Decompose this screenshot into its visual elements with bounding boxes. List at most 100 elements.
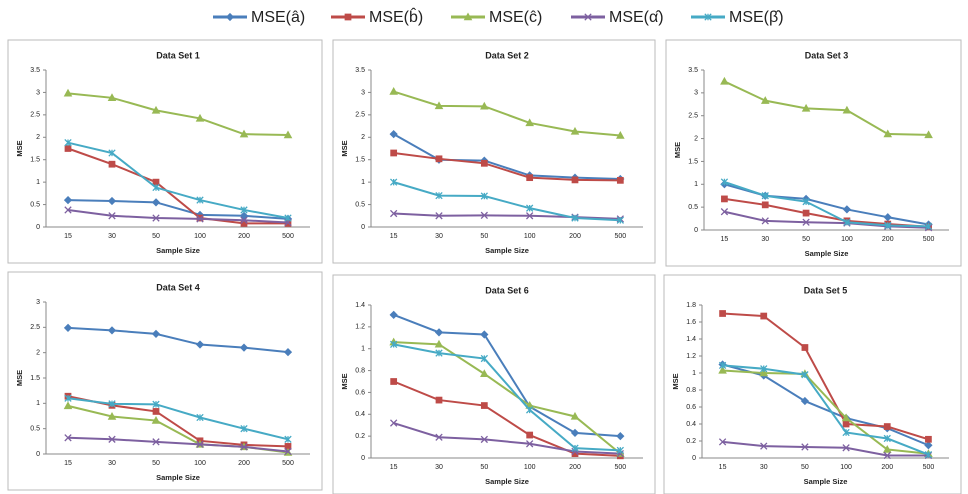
y-tick-label: 1.8 bbox=[686, 302, 696, 309]
x-tick-label: 50 bbox=[802, 236, 810, 243]
y-tick-label: 0.5 bbox=[30, 426, 40, 433]
x-tick-label: 30 bbox=[435, 464, 443, 471]
y-tick-label: 0.4 bbox=[686, 421, 696, 428]
y-tick-label: 2 bbox=[36, 350, 40, 357]
x-axis-label: Sample Size bbox=[156, 473, 200, 482]
point bbox=[152, 178, 160, 186]
series-line bbox=[67, 326, 289, 354]
point bbox=[802, 218, 810, 226]
point bbox=[571, 176, 579, 184]
x-tick-label: 500 bbox=[923, 464, 935, 471]
point bbox=[196, 440, 204, 449]
chart-title: Data Set 4 bbox=[156, 282, 200, 292]
y-tick-label: 1.4 bbox=[686, 336, 696, 343]
point bbox=[526, 406, 534, 414]
point bbox=[64, 434, 72, 442]
point bbox=[480, 211, 488, 219]
point bbox=[480, 159, 488, 167]
point bbox=[924, 441, 933, 450]
point bbox=[801, 103, 811, 112]
x-axis-label: Sample Size bbox=[485, 477, 529, 486]
y-tick-label: 3 bbox=[36, 89, 40, 96]
point bbox=[883, 451, 891, 460]
series-line bbox=[393, 313, 621, 438]
y-tick-label: 0.2 bbox=[686, 438, 696, 445]
point bbox=[108, 149, 116, 157]
x-tick-label: 100 bbox=[841, 236, 853, 243]
point bbox=[434, 339, 444, 348]
point bbox=[284, 214, 292, 222]
y-axis-label: MSE bbox=[15, 370, 24, 386]
x-tick-label: 50 bbox=[152, 460, 160, 467]
x-tick-label: 100 bbox=[194, 233, 206, 240]
point bbox=[616, 432, 625, 441]
series-line bbox=[722, 363, 929, 447]
point bbox=[107, 196, 117, 206]
point bbox=[283, 130, 293, 139]
point bbox=[760, 442, 768, 450]
point bbox=[480, 354, 488, 363]
point bbox=[152, 214, 160, 222]
x-tick-label: 15 bbox=[64, 233, 72, 240]
series-line bbox=[393, 380, 621, 457]
legend-marker bbox=[344, 13, 352, 21]
point bbox=[196, 196, 204, 204]
y-tick-label: 1.5 bbox=[688, 158, 698, 165]
point bbox=[64, 139, 72, 147]
point bbox=[760, 96, 770, 104]
point bbox=[842, 444, 850, 452]
point bbox=[801, 443, 809, 451]
point bbox=[435, 396, 443, 404]
point bbox=[570, 126, 580, 135]
y-axis-label: MSE bbox=[340, 373, 349, 389]
series-line bbox=[722, 369, 929, 455]
point bbox=[882, 444, 892, 453]
y-tick-label: 2.5 bbox=[688, 113, 698, 120]
series-line bbox=[67, 397, 289, 441]
y-tick-label: 3.5 bbox=[30, 67, 40, 74]
point bbox=[526, 431, 534, 439]
x-tick-label: 50 bbox=[152, 233, 160, 240]
series-line bbox=[393, 343, 621, 452]
point bbox=[480, 101, 489, 110]
point bbox=[721, 195, 728, 203]
series-line bbox=[393, 422, 621, 455]
x-tick-label: 30 bbox=[761, 236, 769, 243]
point bbox=[720, 76, 729, 85]
point bbox=[63, 195, 73, 205]
point bbox=[718, 365, 727, 374]
legend-marker bbox=[704, 13, 712, 21]
series-line bbox=[67, 199, 289, 220]
point bbox=[884, 221, 892, 230]
point bbox=[924, 130, 933, 139]
point bbox=[240, 216, 248, 224]
point bbox=[761, 201, 769, 209]
y-tick-label: 3 bbox=[361, 89, 365, 96]
y-tick-label: 0.8 bbox=[686, 387, 696, 394]
panel bbox=[7, 39, 323, 264]
point bbox=[151, 329, 161, 339]
point bbox=[390, 149, 398, 157]
point bbox=[842, 205, 852, 214]
panel bbox=[332, 39, 656, 264]
point bbox=[107, 326, 117, 335]
y-tick-label: 2 bbox=[361, 134, 365, 141]
series-line bbox=[393, 181, 621, 222]
chart-title: Data Set 5 bbox=[804, 285, 848, 295]
x-tick-label: 15 bbox=[390, 233, 398, 240]
point bbox=[480, 192, 488, 200]
point bbox=[480, 435, 488, 444]
point bbox=[843, 218, 851, 226]
point bbox=[152, 400, 160, 409]
point bbox=[390, 209, 398, 218]
point bbox=[152, 408, 160, 415]
point bbox=[571, 447, 579, 456]
chart-title: Data Set 1 bbox=[156, 50, 200, 60]
y-tick-label: 1 bbox=[361, 346, 365, 353]
x-tick-label: 15 bbox=[719, 464, 727, 471]
x-tick-label: 30 bbox=[108, 460, 116, 467]
y-tick-label: 1 bbox=[36, 400, 40, 407]
point bbox=[924, 222, 933, 231]
point bbox=[239, 343, 249, 352]
